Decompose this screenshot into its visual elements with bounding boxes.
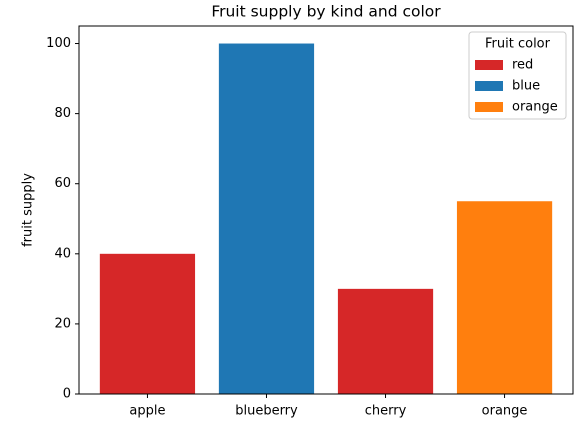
legend-title: Fruit color <box>485 37 551 52</box>
y-tick-label: 80 <box>54 106 71 121</box>
bar <box>337 288 434 394</box>
x-tick-label: orange <box>482 404 528 419</box>
legend-swatch <box>475 60 503 70</box>
legend-swatch <box>475 81 503 91</box>
y-tick-label: 60 <box>54 176 71 191</box>
x-tick-label: cherry <box>365 404 407 419</box>
legend-label: orange <box>512 100 558 115</box>
y-axis-label: fruit supply <box>21 173 36 247</box>
bar <box>456 201 553 394</box>
legend-box <box>468 31 567 120</box>
legend-label: blue <box>512 79 540 94</box>
bar <box>218 43 315 395</box>
y-tick-label: 40 <box>54 246 71 261</box>
legend-label: red <box>512 58 533 73</box>
legend-swatch <box>475 102 503 112</box>
y-tick-label: 20 <box>54 316 71 331</box>
legend: Fruit color red blue orange <box>468 31 567 120</box>
x-tick-label: blueberry <box>235 404 298 419</box>
y-tick-label: 100 <box>46 36 71 51</box>
y-tick-label: 0 <box>63 387 71 402</box>
chart-title: Fruit supply by kind and color <box>211 3 441 21</box>
x-tick-label: apple <box>129 404 165 419</box>
bar <box>99 253 196 394</box>
axes-frame <box>78 25 574 395</box>
